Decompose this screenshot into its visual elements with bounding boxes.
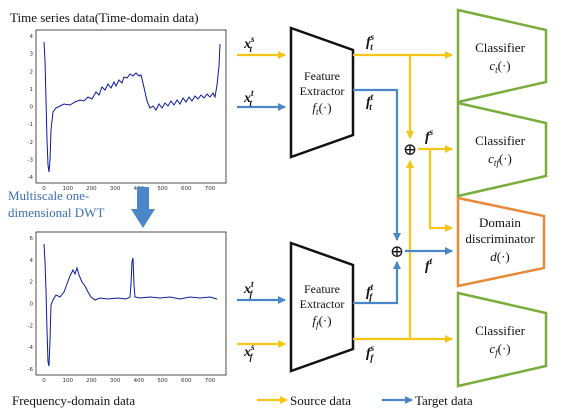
- y-tick-label: 6: [30, 236, 34, 242]
- time-panel-title: Time series data(Time-domain data): [10, 10, 199, 25]
- y-tick-label: -2: [28, 140, 33, 146]
- classifier-tf-func: ctf(·): [488, 151, 512, 168]
- classifier-time-label: Classifier: [475, 40, 525, 55]
- input-label-xts: xs t: [243, 34, 255, 54]
- dwt-label-line2: dimensional DWT: [8, 205, 104, 220]
- legend-target-label: Target data: [415, 393, 473, 408]
- feature-extractor-freq-line1: Feature: [304, 282, 340, 296]
- line-fft: [353, 261, 401, 305]
- x-tick-label: 600: [181, 378, 192, 384]
- x-tick-label: 400: [134, 378, 145, 384]
- x-tick-label: 300: [110, 378, 121, 384]
- classifier-time-frequency: Classifier ctf(·): [456, 101, 548, 198]
- x-tick-label: 600: [181, 186, 192, 192]
- feature-label-fs: fs: [425, 127, 434, 145]
- input-label-xtt: xt t: [243, 88, 254, 108]
- feature-extractor-freq: Feature Extractor ff(·): [289, 241, 355, 373]
- feature-extractor-freq-func: ff(·): [312, 313, 331, 330]
- feature-extractor-time-line2: Extractor: [300, 84, 345, 98]
- classifier-freq-label: Classifier: [475, 323, 525, 338]
- y-tick-label: 0: [30, 302, 34, 308]
- feature-extractor-freq-line2: Extractor: [300, 297, 345, 311]
- time-series-line: [43, 41, 221, 173]
- input-label-xft: xt f: [243, 279, 254, 299]
- y-tick-label: -2: [28, 323, 33, 329]
- plus-node-target: ⊕: [390, 242, 404, 261]
- y-tick-label: 4: [30, 258, 34, 264]
- frequency-series-line: [43, 243, 218, 367]
- feature-label-ffs: fs f: [366, 343, 375, 363]
- x-tick-label: 500: [157, 186, 168, 192]
- x-tick-label: 100: [62, 186, 73, 192]
- feature-extractor-time: Feature Extractor ft(·): [289, 26, 355, 159]
- x-tick-label: 100: [62, 378, 73, 384]
- classifier-frequency: Classifier cf(·): [456, 291, 548, 388]
- x-tick-label: 0: [42, 186, 46, 192]
- legend: Source data Target data: [257, 393, 473, 408]
- x-tick-label: 700: [205, 378, 216, 384]
- discriminator-func: d(·): [490, 249, 510, 264]
- line-fs-to-discriminator: [428, 149, 453, 232]
- y-tick-label: -1: [28, 122, 33, 128]
- x-tick-label: 200: [86, 186, 97, 192]
- classifier-time-func: ct(·): [489, 58, 510, 75]
- feature-label-ftt: ft t: [366, 92, 374, 112]
- classifier-time: Classifier ct(·): [456, 8, 548, 104]
- classifier-freq-func: cf(·): [489, 341, 510, 358]
- x-tick-label: 500: [157, 378, 168, 384]
- y-tick-label: 0: [30, 105, 34, 111]
- y-tick-label: -4: [28, 175, 34, 181]
- y-tick-label: 2: [30, 280, 34, 286]
- feature-label-fts: fs t: [366, 32, 375, 52]
- x-tick-label: 200: [86, 378, 97, 384]
- feature-extractor-time-func: ft(·): [312, 100, 331, 117]
- dwt-arrow: [131, 187, 155, 228]
- classifier-tf-label: Classifier: [475, 133, 525, 148]
- dwt-label-line1: Multiscale one-: [8, 188, 89, 203]
- freq-panel-title: Frequency-domain data: [12, 393, 135, 408]
- freq-plot-frame: [35, 231, 227, 376]
- freq-y-tick-labels: 6 4 2 0 -2 -4 -6: [28, 236, 34, 373]
- domain-discriminator: Domain discriminator d(·): [456, 196, 546, 288]
- discriminator-line2: discriminator: [465, 231, 535, 246]
- line-ftt: [353, 88, 401, 241]
- feature-extractor-time-line1: Feature: [304, 69, 340, 83]
- y-tick-label: 1: [30, 87, 34, 93]
- feature-label-ft: ft: [425, 256, 433, 274]
- feature-label-fft: ft f: [366, 282, 374, 302]
- x-tick-label: 700: [205, 186, 216, 192]
- freq-x-tick-labels: 0 100 200 300 400 500 600 700: [42, 378, 215, 384]
- time-y-tick-labels: 4 3 2 1 0 -1 -2 -3 -4: [28, 34, 34, 181]
- input-label-xfs: xs f: [243, 342, 255, 362]
- legend-source-label: Source data: [290, 393, 351, 408]
- time-plot-frame: [35, 29, 227, 184]
- y-tick-label: 3: [30, 52, 34, 58]
- y-tick-label: 2: [30, 69, 34, 75]
- discriminator-line1: Domain: [479, 215, 521, 230]
- y-tick-label: 4: [30, 34, 34, 40]
- y-tick-label: -6: [28, 367, 34, 373]
- plus-node-source: ⊕: [403, 140, 417, 159]
- y-tick-label: -3: [28, 157, 34, 163]
- x-tick-label: 0: [42, 378, 46, 384]
- freq-plot: 6 4 2 0 -2 -4 -6 0 100 200 300 400 500 600 700: [28, 231, 227, 384]
- x-tick-label: 300: [110, 186, 121, 192]
- y-tick-label: -4: [28, 345, 34, 351]
